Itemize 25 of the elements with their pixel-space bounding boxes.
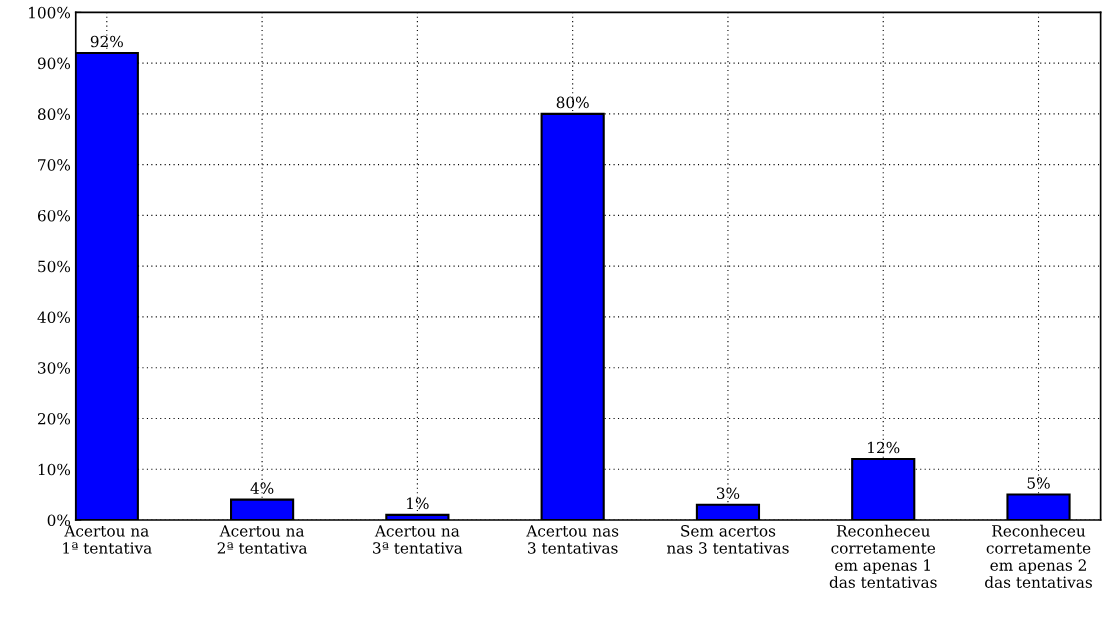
x-tick-label: Acertou na 2ª tentativa: [217, 525, 308, 554]
x-tick-label: Acertou na 3ª tentativa: [373, 525, 463, 554]
x-tick-label: Sem acertos nas 3 tentativas: [666, 525, 789, 554]
y-tick-label: 30%: [38, 362, 71, 374]
data-label: 1%: [407, 497, 429, 510]
y-tick-label: 20%: [37, 412, 71, 425]
data-label: 80%: [556, 96, 589, 109]
y-tick-label: 10%: [38, 463, 71, 476]
y-tick-label: 0%: [47, 514, 71, 526]
x-tick-label: Acertou na 1ª tentativa: [63, 525, 152, 554]
y-tick-label: 40%: [37, 311, 71, 323]
data-label: 3%: [716, 487, 740, 499]
y-tick-label: 50%: [38, 260, 71, 273]
data-label: 12%: [868, 441, 900, 454]
x-tick-label: Acertou nas 3 tentativas: [526, 525, 619, 554]
data-label: 4%: [250, 482, 274, 494]
y-tick-label: 60%: [37, 209, 71, 222]
y-tick-label: 100%: [29, 6, 71, 19]
y-tick-label: 70%: [38, 159, 71, 171]
y-tick-label: 90%: [37, 57, 71, 70]
y-tick-label: 80%: [37, 108, 71, 120]
x-tick-label: Reconheceu corretamente em apenas 1 das tentativas: [829, 524, 937, 588]
data-label: 92%: [90, 35, 123, 48]
x-tick-label: Reconheceu corretamente em apenas 2 das tentativas: [985, 524, 1092, 588]
data-label: 5%: [1027, 477, 1050, 489]
